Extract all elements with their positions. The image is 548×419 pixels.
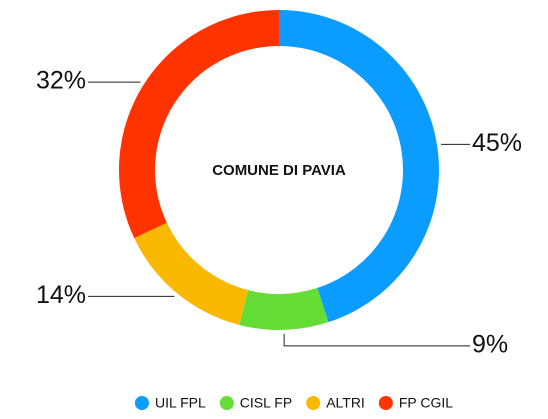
- legend-label: ALTRI: [326, 395, 365, 411]
- data-label: 9%: [472, 331, 508, 359]
- slice: [239, 287, 329, 330]
- legend-marker: [219, 396, 234, 410]
- legend-label: UIL FPL: [155, 395, 206, 411]
- slice: [279, 10, 439, 323]
- legend-marker: [378, 396, 393, 410]
- data-label: 14%: [36, 281, 86, 309]
- legend-label: CISL FP: [240, 395, 292, 411]
- leader-line: [283, 333, 470, 347]
- slice: [119, 10, 279, 239]
- slice: [134, 222, 249, 325]
- legend-marker: [134, 396, 149, 410]
- data-label: 45%: [472, 129, 522, 157]
- legend-label: FP CGIL: [399, 395, 453, 411]
- legend-marker: [306, 396, 321, 410]
- data-label: 32%: [36, 67, 86, 95]
- chart-title: COMUNE DI PAVIA: [212, 162, 346, 179]
